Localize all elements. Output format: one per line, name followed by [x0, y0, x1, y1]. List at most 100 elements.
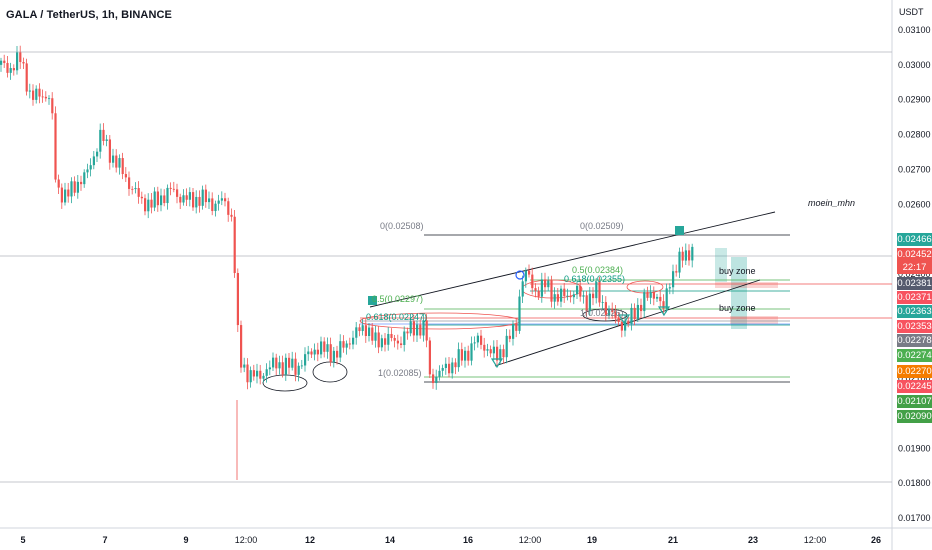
y-tick-label: 0.02700 [898, 164, 931, 174]
x-tick-label: 16 [463, 535, 473, 545]
y-tick-label: 0.01900 [898, 443, 931, 453]
candle-body [544, 279, 547, 288]
candle-body [128, 177, 131, 189]
candle-body [499, 349, 502, 361]
candle-body [524, 270, 527, 282]
candle-body [556, 294, 559, 302]
candle-body [57, 179, 60, 188]
candle-body [214, 203, 217, 212]
price-badge: 0.02245 [897, 380, 932, 393]
candle-body [352, 337, 355, 345]
buy-zone-box [715, 248, 727, 282]
candle-body [48, 98, 51, 100]
candle-body [384, 338, 387, 345]
candle-body [480, 335, 483, 345]
candle-body [400, 343, 403, 346]
candle-body [278, 362, 281, 369]
candle-body [364, 325, 367, 336]
y-tick-label: 0.03000 [898, 60, 931, 70]
candle-body [259, 370, 262, 379]
candle-body [435, 376, 438, 384]
candle-body [569, 295, 572, 298]
candle-body [70, 181, 73, 197]
candle-body [691, 246, 694, 261]
candle-body [342, 341, 345, 348]
y-tick-label: 0.02900 [898, 95, 931, 105]
currency-label: USDT [899, 7, 924, 17]
candle-body [86, 169, 89, 173]
candle-body [467, 350, 470, 361]
price-badge-value: 0.02452 [897, 249, 932, 260]
candle-body [262, 375, 265, 379]
candle-body [588, 293, 591, 312]
y-tick-label: 0.02100 [898, 374, 931, 384]
price-badge: 0.02452 22:17 [897, 248, 932, 274]
candle-body [0, 60, 3, 65]
candle-body [243, 364, 246, 368]
candle-body [396, 340, 399, 344]
candle-body [476, 335, 479, 343]
candle-body [96, 151, 99, 157]
candle-body [630, 307, 633, 324]
buy-zone-label: buy zone [719, 303, 756, 313]
candle-body [329, 344, 332, 363]
candle-body [115, 155, 118, 168]
candle-body [169, 187, 172, 189]
candle-body [457, 349, 460, 368]
candle-body [230, 214, 233, 217]
candle-body [249, 370, 252, 383]
candle-body [646, 292, 649, 298]
candle-body [147, 199, 150, 212]
candle-body [374, 332, 377, 341]
channel-upper-line [369, 211, 776, 308]
candle-body [448, 363, 451, 374]
fib-label: 0.618(0.02355) [564, 274, 625, 284]
candle-body [121, 158, 124, 175]
candle-body [412, 321, 415, 336]
candle-body [425, 320, 428, 341]
price-badge: 0.02381 [897, 277, 932, 290]
price-badge: 0.02270 [897, 365, 932, 378]
arrow-box-icon [675, 226, 684, 235]
x-tick-label: 9 [183, 535, 188, 545]
candle-body [281, 362, 284, 375]
candle-body [592, 293, 595, 299]
candle-body [560, 288, 563, 302]
candle-body [89, 165, 92, 170]
candle-body [358, 327, 361, 332]
candle-body [25, 63, 28, 92]
candle-body [537, 290, 540, 297]
candle-body [422, 320, 425, 336]
candle-body [518, 296, 521, 331]
candle-body [416, 324, 419, 336]
y-tick-label: 0.01800 [898, 478, 931, 488]
candle-body [140, 196, 143, 199]
candle-body [80, 181, 83, 185]
x-tick-labels: 5 7 9 12:00 12 14 16 12:00 19 21 23 12:00 26 [20, 535, 881, 545]
candle-body [355, 327, 358, 338]
candle-body [240, 325, 243, 368]
candle-body [454, 362, 457, 368]
candle-body [336, 350, 339, 358]
candle-body [361, 325, 364, 332]
candle-body [294, 358, 297, 375]
x-tick-label: 12:00 [519, 535, 542, 545]
signal-marker-icon [490, 358, 504, 369]
candle-body [668, 287, 671, 289]
fib-label: 0(0.02508) [380, 221, 424, 231]
x-tick-label: 12:00 [235, 535, 258, 545]
candle-body [102, 129, 105, 141]
candle-body [176, 189, 179, 197]
candle-body [195, 196, 198, 208]
candle-body [67, 189, 70, 197]
candle-body [211, 198, 214, 212]
candle-body [198, 196, 201, 206]
candle-body [118, 158, 121, 168]
price-badge: 0.02090 [897, 410, 932, 423]
x-tick-label: 7 [102, 535, 107, 545]
candle-body [217, 200, 220, 204]
candle-body [649, 292, 652, 298]
candle-body [35, 88, 38, 100]
candle-body [393, 337, 396, 341]
